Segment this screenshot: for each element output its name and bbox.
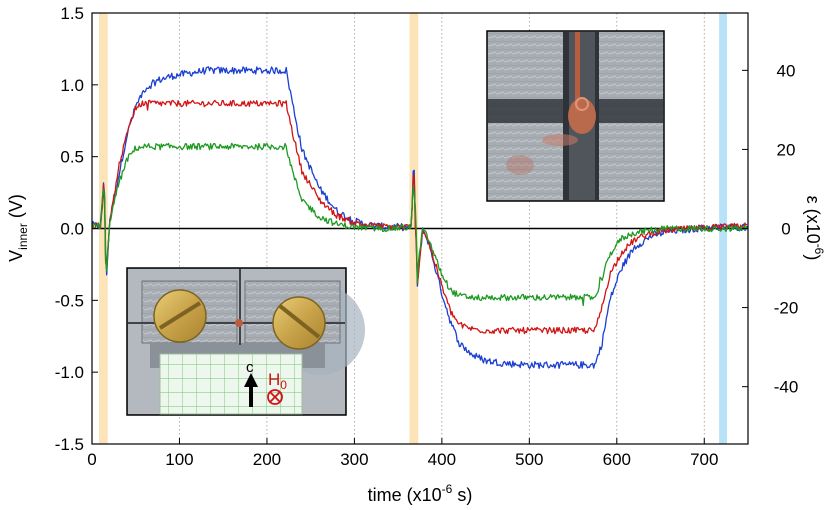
field-label-main: H bbox=[268, 370, 280, 389]
x-axis-title-unit: s) bbox=[452, 485, 472, 505]
y-tick-label: 1.5 bbox=[60, 4, 84, 23]
y-tick-label: -1.5 bbox=[55, 435, 84, 454]
y-tick-label: -1.0 bbox=[55, 363, 84, 382]
y-axis-title-main: V bbox=[6, 250, 26, 262]
y-tick-label: -0.5 bbox=[55, 291, 84, 310]
x-tick-label: 200 bbox=[253, 450, 281, 469]
series-line-green bbox=[92, 142, 748, 307]
inset-photo-top-right bbox=[486, 30, 665, 202]
x-tick-label: 0 bbox=[87, 450, 96, 469]
x-axis-title-main: time (x10 bbox=[368, 485, 442, 505]
field-into-page-icon bbox=[267, 389, 283, 405]
y-axis-ticks: -1.5 -1.0 -0.5 0.0 0.5 1.0 1.5 bbox=[55, 4, 98, 454]
y2-tick-label: 40 bbox=[777, 61, 796, 80]
y-axis-title-unit: (V) bbox=[6, 194, 26, 223]
y2-axis-title-main: ε (x10 bbox=[803, 196, 823, 244]
y-tick-label: 0.0 bbox=[60, 220, 84, 239]
x-tick-label: 400 bbox=[428, 450, 456, 469]
y2-tick-label: 0 bbox=[781, 220, 790, 239]
x-axis-title: time (x10-6 s) bbox=[368, 482, 473, 505]
y-axis-title: Vinner (V) bbox=[6, 194, 30, 262]
y2-axis-title: ε (x10-6) bbox=[803, 196, 826, 261]
brass-screw-left bbox=[153, 289, 207, 343]
series-line-red bbox=[92, 99, 748, 335]
field-label-sub: 0 bbox=[280, 378, 287, 392]
x-tick-label: 500 bbox=[515, 450, 543, 469]
c-axis-label: c bbox=[246, 359, 254, 376]
x-tick-label: 100 bbox=[165, 450, 193, 469]
brass-screw-right bbox=[272, 296, 326, 350]
y-tick-label: 1.0 bbox=[60, 76, 84, 95]
y2-tick-label: -40 bbox=[774, 378, 799, 397]
data-series bbox=[92, 66, 748, 370]
y2-tick-label: 20 bbox=[777, 140, 796, 159]
x-axis-title-exp: -6 bbox=[442, 482, 453, 496]
inset-photo-bottom-left: c H0 bbox=[126, 267, 365, 416]
x-tick-label: 600 bbox=[603, 450, 631, 469]
y2-axis-title-unit: ) bbox=[803, 254, 823, 260]
c-axis-arrow bbox=[244, 373, 258, 407]
y2-tick-label: -20 bbox=[774, 299, 799, 318]
x-tick-label: 300 bbox=[340, 450, 368, 469]
x-axis-ticks: 0 100 200 300 400 500 600 700 bbox=[87, 438, 718, 469]
y2-axis-ticks: -40 -20 0 20 40 bbox=[742, 61, 799, 397]
y2-axis-title-exp: -6 bbox=[812, 244, 826, 255]
y-tick-label: 0.5 bbox=[60, 148, 84, 167]
field-label: H0 bbox=[268, 370, 287, 392]
y-axis-title-sub: inner bbox=[16, 223, 30, 250]
x-tick-label: 700 bbox=[690, 450, 718, 469]
